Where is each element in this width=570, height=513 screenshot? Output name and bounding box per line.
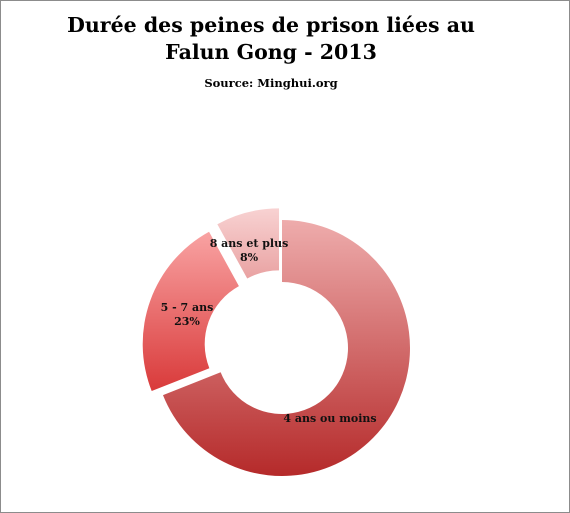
slice-category-1: 5 - 7 ans xyxy=(161,301,214,314)
donut-slice-0 xyxy=(162,220,410,476)
slice-category-0: 4 ans ou moins xyxy=(283,412,376,425)
slice-category-2: 8 ans et plus xyxy=(210,237,289,250)
donut-slice-2 xyxy=(217,208,280,279)
slice-label-0: 4 ans ou moins xyxy=(283,412,376,425)
donut-slice-1 xyxy=(142,231,239,392)
donut-labels: 4 ans ou moins 5 - 7 ans 23% 8 ans et plus 8… xyxy=(161,237,377,425)
slice-label-2: 8 ans et plus 8% xyxy=(210,237,289,264)
donut-slices xyxy=(142,208,410,476)
chart-title: Durée des peines de prison liées au Falu… xyxy=(0,12,542,66)
chart-title-line-1: Durée des peines de prison liées au xyxy=(67,13,475,37)
chart-title-line-2: Falun Gong - 2013 xyxy=(165,40,377,64)
slice-value-1: 23% xyxy=(174,315,200,328)
slice-label-1: 5 - 7 ans 23% xyxy=(161,301,214,328)
slice-value-2: 8% xyxy=(240,251,259,264)
chart-subtitle: Source: Minghui.org xyxy=(204,76,338,90)
